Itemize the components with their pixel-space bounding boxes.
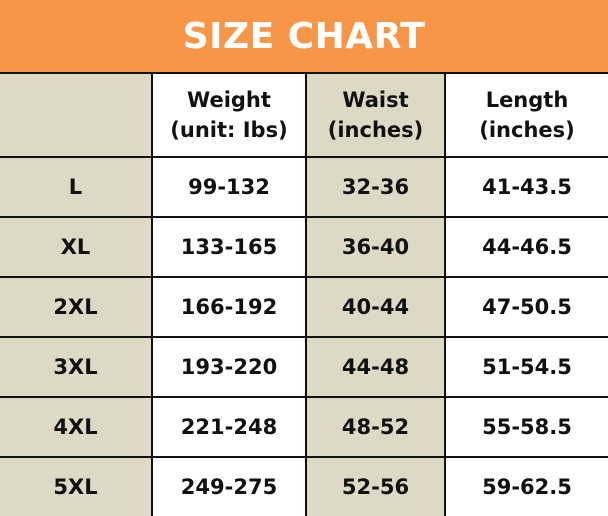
cell-weight: 166-192 — [151, 276, 307, 338]
cell-waist: 36-40 — [305, 216, 446, 278]
header-waist-unit: (inches) — [327, 118, 424, 142]
header-length: Length (inches) — [444, 72, 608, 158]
cell-waist: 48-52 — [305, 396, 446, 458]
cell-waist: 52-56 — [305, 456, 446, 516]
cell-size: 2XL — [0, 276, 153, 338]
cell-waist: 32-36 — [305, 156, 446, 218]
header-length-unit: (inches) — [479, 118, 575, 142]
header-weight-unit: (unit: Ibs) — [170, 118, 288, 142]
header-length-label: Length — [485, 88, 569, 112]
cell-size: L — [0, 156, 153, 218]
cell-waist: 44-48 — [305, 336, 446, 398]
table-row: 3XL 193-220 44-48 51-54.5 — [0, 336, 608, 398]
cell-length: 55-58.5 — [444, 396, 608, 458]
cell-length: 59-62.5 — [444, 456, 608, 516]
cell-waist: 40-44 — [305, 276, 446, 338]
table-row: XL 133-165 36-40 44-46.5 — [0, 216, 608, 278]
size-chart-title: SIZE CHART — [0, 0, 608, 72]
cell-length: 44-46.5 — [444, 216, 608, 278]
cell-weight: 249-275 — [151, 456, 307, 516]
cell-length: 47-50.5 — [444, 276, 608, 338]
header-size — [0, 72, 153, 158]
size-table: Weight (unit: Ibs) Waist (inches) Length (i… — [0, 72, 608, 516]
header-weight: Weight (unit: Ibs) — [151, 72, 307, 158]
table-row: 5XL 249-275 52-56 59-62.5 — [0, 456, 608, 516]
cell-weight: 193-220 — [151, 336, 307, 398]
cell-size: 3XL — [0, 336, 153, 398]
cell-length: 41-43.5 — [444, 156, 608, 218]
cell-weight: 133-165 — [151, 216, 307, 278]
cell-weight: 221-248 — [151, 396, 307, 458]
cell-size: XL — [0, 216, 153, 278]
cell-weight: 99-132 — [151, 156, 307, 218]
table-row: 4XL 221-248 48-52 55-58.5 — [0, 396, 608, 458]
cell-length: 51-54.5 — [444, 336, 608, 398]
table-row: L 99-132 32-36 41-43.5 — [0, 156, 608, 218]
header-weight-label: Weight — [187, 88, 271, 112]
header-waist: Waist (inches) — [305, 72, 446, 158]
cell-size: 5XL — [0, 456, 153, 516]
cell-size: 4XL — [0, 396, 153, 458]
header-waist-label: Waist — [342, 88, 409, 112]
header-row: Weight (unit: Ibs) Waist (inches) Length (i… — [0, 72, 608, 158]
table-row: 2XL 166-192 40-44 47-50.5 — [0, 276, 608, 338]
